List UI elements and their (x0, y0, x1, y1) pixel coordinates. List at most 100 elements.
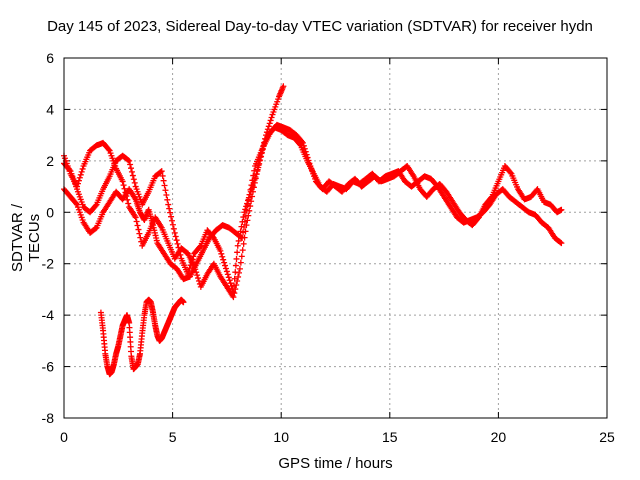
data-point-interp (194, 272, 201, 279)
x-tick-label: 0 (60, 429, 68, 445)
data-point (234, 242, 241, 249)
data-point (299, 139, 306, 146)
data-point-interp (258, 149, 265, 156)
data-point-interp (243, 203, 250, 210)
data-point-interp (222, 265, 229, 272)
axis-ticks: 0 5 10 15 20 25 -8 -6 -4 -2 0 2 4 6 (42, 50, 615, 445)
y-tick-label: 2 (46, 153, 54, 169)
data-point-interp (130, 176, 137, 183)
data-point-interp (169, 221, 176, 228)
data-point-interp (244, 217, 251, 224)
data-point-interp (220, 256, 227, 263)
data-point (230, 294, 237, 301)
data-point-interp (229, 286, 236, 293)
x-tick-label: 15 (382, 429, 398, 445)
data-point-interp (231, 290, 238, 297)
data-point-interp (249, 182, 256, 189)
data-point (243, 222, 250, 229)
data-point-interp (245, 212, 252, 219)
data-point-interp (177, 251, 184, 258)
data-point-interp (231, 282, 238, 289)
data-point-interp (192, 266, 199, 273)
data-point-interp (303, 151, 310, 158)
y-tick-label: -2 (42, 256, 55, 272)
x-tick-label: 5 (169, 429, 177, 445)
data-point-interp (238, 253, 245, 260)
data-point-interp (244, 200, 251, 207)
data-point-interp (239, 247, 246, 254)
data-point-interp (77, 171, 84, 178)
data-point-interp (174, 240, 181, 247)
y-tick-label: -8 (42, 410, 55, 426)
data-point-interp (237, 228, 244, 235)
data-point-interp (133, 218, 140, 225)
y-tick-label: 6 (46, 50, 54, 66)
data-point (165, 201, 172, 208)
data-point-interp (240, 214, 247, 221)
data-point-interp (305, 157, 312, 164)
data-point-interp (227, 280, 234, 287)
data-point-interp (235, 237, 242, 244)
data-point-interp (267, 117, 274, 124)
data-point-interp (127, 161, 134, 168)
data-point-interp (190, 253, 197, 260)
data-point-interp (159, 172, 166, 179)
data-point-interp (196, 243, 203, 250)
data-point-interp (237, 259, 244, 266)
data-point-interp (226, 277, 233, 284)
y-tick-label: 0 (46, 204, 54, 220)
data-point-interp (79, 165, 86, 172)
data-point-interp (105, 146, 112, 153)
data-point-interp (255, 164, 262, 171)
data-point-interp (172, 233, 179, 240)
data-point (280, 83, 287, 90)
data-point-interp (129, 172, 136, 179)
data-point-interp (259, 146, 266, 153)
data-point-interp (265, 123, 272, 130)
data-point-interp (253, 171, 260, 178)
series-track-2 (61, 83, 287, 301)
data-point (158, 168, 165, 175)
data-point-interp (168, 213, 175, 220)
data-point-interp (188, 259, 195, 266)
data-point-interp (170, 225, 177, 232)
data-point-interp (232, 269, 239, 276)
data-point-interp (235, 273, 242, 280)
data-point (126, 157, 133, 164)
series-track-3 (61, 121, 565, 295)
data-point-interp (250, 179, 257, 186)
data-point-interp (76, 174, 83, 181)
data-point-interp (246, 207, 253, 214)
data-point-interp (224, 271, 231, 278)
data-point-interp (242, 206, 249, 213)
data-point-interp (507, 169, 514, 176)
data-point-interp (175, 244, 182, 251)
data-point (241, 209, 248, 216)
data-point-interp (123, 193, 130, 200)
data-point-interp (231, 275, 238, 282)
data-point-interp (187, 262, 194, 269)
data-point-interp (92, 202, 99, 209)
data-point-interp (557, 239, 564, 246)
data-point-interp (221, 259, 228, 266)
data-point-interp (225, 274, 232, 281)
y-tick-label: -6 (42, 359, 55, 375)
data-point-interp (136, 230, 143, 237)
data-point-interp (238, 223, 245, 230)
data-point-interp (176, 248, 183, 255)
data-point-interp (166, 205, 173, 212)
data-point-interp (122, 189, 129, 196)
data-point-interp (234, 249, 241, 256)
data-point-interp (185, 268, 192, 275)
data-point-interp (195, 275, 202, 282)
data-point-interp (173, 237, 180, 244)
data-point (217, 247, 224, 254)
data-point-interp (240, 240, 247, 247)
data-point-interp (120, 182, 127, 189)
data-point-interp (244, 197, 251, 204)
data-point (236, 265, 243, 272)
data-point-interp (125, 200, 132, 207)
data-point-interp (248, 185, 255, 192)
data-point-interp (157, 168, 164, 175)
